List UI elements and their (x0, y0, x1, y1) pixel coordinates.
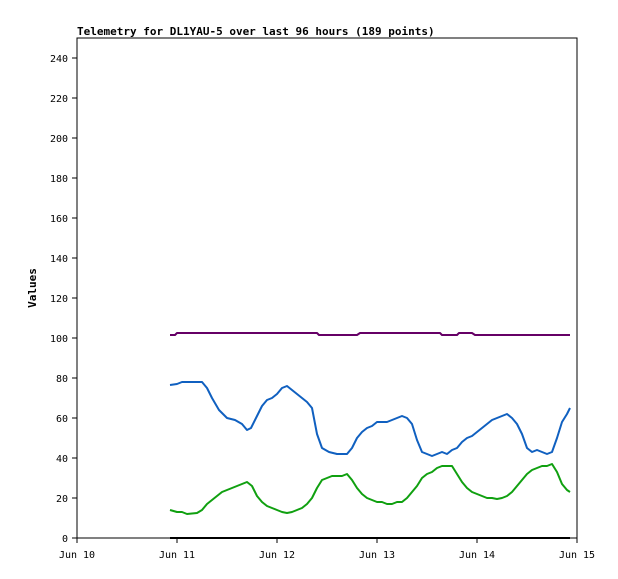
series-line-3 (169, 463, 571, 515)
chart-title: Telemetry for DL1YAU-5 over last 96 hour… (77, 25, 435, 38)
y-tick-label: 60 (56, 414, 68, 425)
y-tick-label: 80 (56, 374, 68, 385)
y-tick-label: 240 (50, 54, 68, 65)
y-tick-label: 40 (56, 454, 68, 465)
x-tick-label: Jun 10 (59, 550, 95, 561)
y-tick-label: 100 (50, 334, 68, 345)
y-axis: 0 20 40 60 80 100 120 140 160 180 200 220 240 (50, 54, 77, 545)
y-tick-label: 140 (50, 254, 68, 265)
y-tick-label: 200 (50, 134, 68, 145)
x-tick-label: Jun 12 (259, 550, 295, 561)
plot-frame (76, 37, 578, 539)
x-tick-label: Jun 13 (359, 550, 395, 561)
x-tick-label: Jun 14 (459, 550, 495, 561)
x-tick-label: Jun 15 (559, 550, 595, 561)
x-axis: Jun 10 Jun 11 Jun 12 Jun 13 Jun 14 Jun 15 (59, 538, 595, 561)
series-line-2 (169, 381, 571, 457)
y-tick-label: 120 (50, 294, 68, 305)
series-layer (169, 332, 571, 539)
y-tick-label: 220 (50, 94, 68, 105)
series-line-1 (170, 332, 570, 336)
y-tick-label: 0 (62, 534, 68, 545)
y-tick-label: 20 (56, 494, 68, 505)
y-tick-label: 180 (50, 174, 68, 185)
x-tick-label: Jun 11 (159, 550, 195, 561)
y-tick-label: 160 (50, 214, 68, 225)
y-axis-title: Values (26, 268, 39, 308)
